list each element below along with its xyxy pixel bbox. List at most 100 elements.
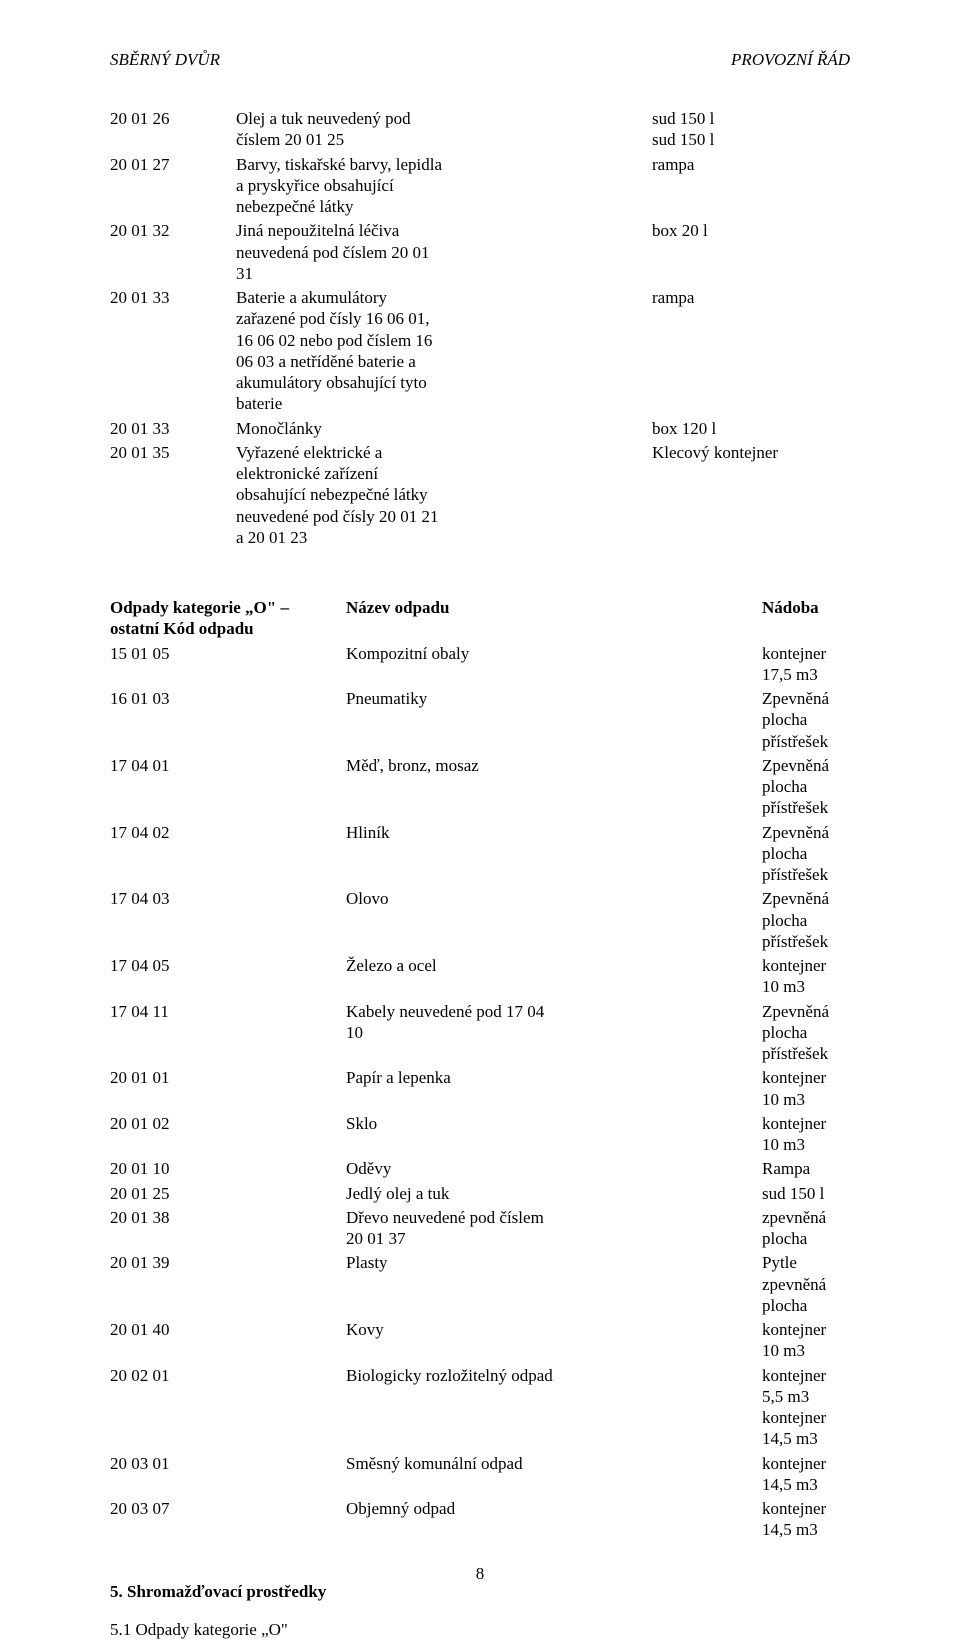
- cell-value: kontejner 14,5 m3: [762, 1453, 850, 1499]
- cell-name: Kovy: [346, 1319, 762, 1365]
- cell-name: Dřevo neuvedené pod číslem20 01 37: [346, 1207, 762, 1253]
- spacer: [110, 551, 850, 597]
- cell-code: 20 01 02: [110, 1113, 346, 1159]
- table-row: 17 04 03OlovoZpevněná plocha přístřešek: [110, 888, 850, 955]
- header-cell-value: Nádoba: [762, 597, 850, 643]
- cell-code: 20 01 35: [110, 442, 236, 551]
- cell-code: 20 01 40: [110, 1319, 346, 1365]
- cell-value: Zpevněná plocha přístřešek: [762, 1001, 850, 1068]
- cell-name: Hliník: [346, 822, 762, 889]
- table-row: 17 04 05Železo a ocelkontejner 10 m3: [110, 955, 850, 1001]
- cell-code: 17 04 11: [110, 1001, 346, 1068]
- cell-code: 20 01 39: [110, 1252, 346, 1319]
- cell-code: 20 01 26: [110, 108, 236, 154]
- cell-code: 17 04 01: [110, 755, 346, 822]
- cell-name: Papír a lepenka: [346, 1067, 762, 1113]
- cell-value: zpevněná plocha: [762, 1207, 850, 1253]
- table-row: 20 01 01Papír a lepenkakontejner 10 m3: [110, 1067, 850, 1113]
- table-row: 20 01 38Dřevo neuvedené pod číslem20 01 …: [110, 1207, 850, 1253]
- cell-name: Kabely neuvedené pod 17 0410: [346, 1001, 762, 1068]
- table-row: 20 02 01Biologicky rozložitelný odpadkon…: [110, 1365, 850, 1453]
- cell-value: kontejner 10 m3: [762, 1113, 850, 1159]
- cell-name: Pneumatiky: [346, 688, 762, 755]
- cell-code: 20 01 32: [110, 220, 236, 287]
- cell-name: Měď, bronz, mosaz: [346, 755, 762, 822]
- cell-code: 20 03 07: [110, 1498, 346, 1544]
- table-row: 16 01 03PneumatikyZpevněná plocha přístř…: [110, 688, 850, 755]
- cell-code: 17 04 02: [110, 822, 346, 889]
- table-row: 20 01 25Jedlý olej a tuksud 150 l: [110, 1183, 850, 1207]
- table-row: 20 01 10OděvyRampa: [110, 1158, 850, 1182]
- cell-value: Rampa: [762, 1158, 850, 1182]
- cell-name: Kompozitní obaly: [346, 643, 762, 689]
- cell-name: Barvy, tiskařské barvy, lepidlaa pryskyř…: [236, 154, 652, 221]
- cell-name: Objemný odpad: [346, 1498, 762, 1544]
- cell-code: 20 01 33: [110, 418, 236, 442]
- table-b: Odpady kategorie „O" –ostatní Kód odpadu…: [110, 597, 850, 1544]
- header-cell-name: Název odpadu: [346, 597, 762, 643]
- cell-name: Olej a tuk neuvedený podčíslem 20 01 25: [236, 108, 652, 154]
- cell-value: Klecový kontejner: [652, 442, 850, 551]
- cell-value: kontejner 17,5 m3: [762, 643, 850, 689]
- page-number: 8: [0, 1564, 960, 1584]
- cell-name: Olovo: [346, 888, 762, 955]
- cell-name: Sklo: [346, 1113, 762, 1159]
- section5-heading: 5. Shromažďovací prostředky: [110, 1582, 850, 1602]
- table-row: 17 04 11Kabely neuvedené pod 17 0410Zpev…: [110, 1001, 850, 1068]
- cell-value: Zpevněná plocha přístřešek: [762, 888, 850, 955]
- cell-code: 20 01 27: [110, 154, 236, 221]
- cell-code: 20 01 01: [110, 1067, 346, 1113]
- cell-value: box 20 l: [652, 220, 850, 287]
- cell-value: Zpevněná plocha přístřešek: [762, 688, 850, 755]
- cell-name: Železo a ocel: [346, 955, 762, 1001]
- table-row: 20 01 33Monočlánkybox 120 l: [110, 418, 850, 442]
- cell-code: 20 01 38: [110, 1207, 346, 1253]
- cell-value: kontejner 10 m3: [762, 955, 850, 1001]
- table-row: 20 01 35Vyřazené elektrické aelektronick…: [110, 442, 850, 551]
- table-row: 20 01 02Sklokontejner 10 m3: [110, 1113, 850, 1159]
- table-a: 20 01 26Olej a tuk neuvedený podčíslem 2…: [110, 108, 850, 551]
- cell-value: kontejner 5,5 m3kontejner 14,5 m3: [762, 1365, 850, 1453]
- cell-name: Baterie a akumulátoryzařazené pod čísly …: [236, 287, 652, 418]
- header-right: PROVOZNÍ ŘÁD: [731, 50, 850, 70]
- table-row: 20 03 01Směsný komunální odpadkontejner …: [110, 1453, 850, 1499]
- cell-code: 20 01 33: [110, 287, 236, 418]
- cell-value: rampa: [652, 154, 850, 221]
- cell-value: kontejner 10 m3: [762, 1067, 850, 1113]
- cell-code: 17 04 05: [110, 955, 346, 1001]
- table-row: 20 01 27Barvy, tiskařské barvy, lepidlaa…: [110, 154, 850, 221]
- cell-code: 20 02 01: [110, 1365, 346, 1453]
- cell-code: 17 04 03: [110, 888, 346, 955]
- page-header: SBĚRNÝ DVŮR PROVOZNÍ ŘÁD: [110, 50, 850, 70]
- cell-name: Monočlánky: [236, 418, 652, 442]
- cell-value: sud 150 lsud 150 l: [652, 108, 850, 154]
- cell-name: Vyřazené elektrické aelektronické zaříze…: [236, 442, 652, 551]
- cell-value: kontejner 14,5 m3: [762, 1498, 850, 1544]
- table-row: 20 01 33Baterie a akumulátoryzařazené po…: [110, 287, 850, 418]
- page: SBĚRNÝ DVŮR PROVOZNÍ ŘÁD 20 01 26Olej a …: [0, 0, 960, 1624]
- cell-value: Pytle zpevněná plocha: [762, 1252, 850, 1319]
- cell-name: Jedlý olej a tuk: [346, 1183, 762, 1207]
- cell-name: Biologicky rozložitelný odpad: [346, 1365, 762, 1453]
- cell-value: kontejner 10 m3: [762, 1319, 850, 1365]
- table-row: 20 03 07Objemný odpadkontejner 14,5 m3: [110, 1498, 850, 1544]
- cell-name: Plasty: [346, 1252, 762, 1319]
- cell-value: Zpevněná plocha přístřešek: [762, 822, 850, 889]
- cell-code: 20 01 10: [110, 1158, 346, 1182]
- cell-value: rampa: [652, 287, 850, 418]
- cell-value: box 120 l: [652, 418, 850, 442]
- cell-code: 16 01 03: [110, 688, 346, 755]
- cell-name: Směsný komunální odpad: [346, 1453, 762, 1499]
- table-row: 20 01 40Kovykontejner 10 m3: [110, 1319, 850, 1365]
- table-row: 17 04 02HliníkZpevněná plocha přístřešek: [110, 822, 850, 889]
- table-row: 20 01 39PlastyPytle zpevněná plocha: [110, 1252, 850, 1319]
- table-row: 20 01 26Olej a tuk neuvedený podčíslem 2…: [110, 108, 850, 154]
- cell-value: Zpevněná plocha přístřešek: [762, 755, 850, 822]
- cell-name: Oděvy: [346, 1158, 762, 1182]
- header-cell-code: Odpady kategorie „O" –ostatní Kód odpadu: [110, 597, 346, 643]
- cell-code: 20 03 01: [110, 1453, 346, 1499]
- cell-code: 20 01 25: [110, 1183, 346, 1207]
- table-header-row: Odpady kategorie „O" –ostatní Kód odpadu…: [110, 597, 850, 643]
- table-row: 20 01 32Jiná nepoužitelná léčivaneuveden…: [110, 220, 850, 287]
- table-row: 15 01 05Kompozitní obalykontejner 17,5 m…: [110, 643, 850, 689]
